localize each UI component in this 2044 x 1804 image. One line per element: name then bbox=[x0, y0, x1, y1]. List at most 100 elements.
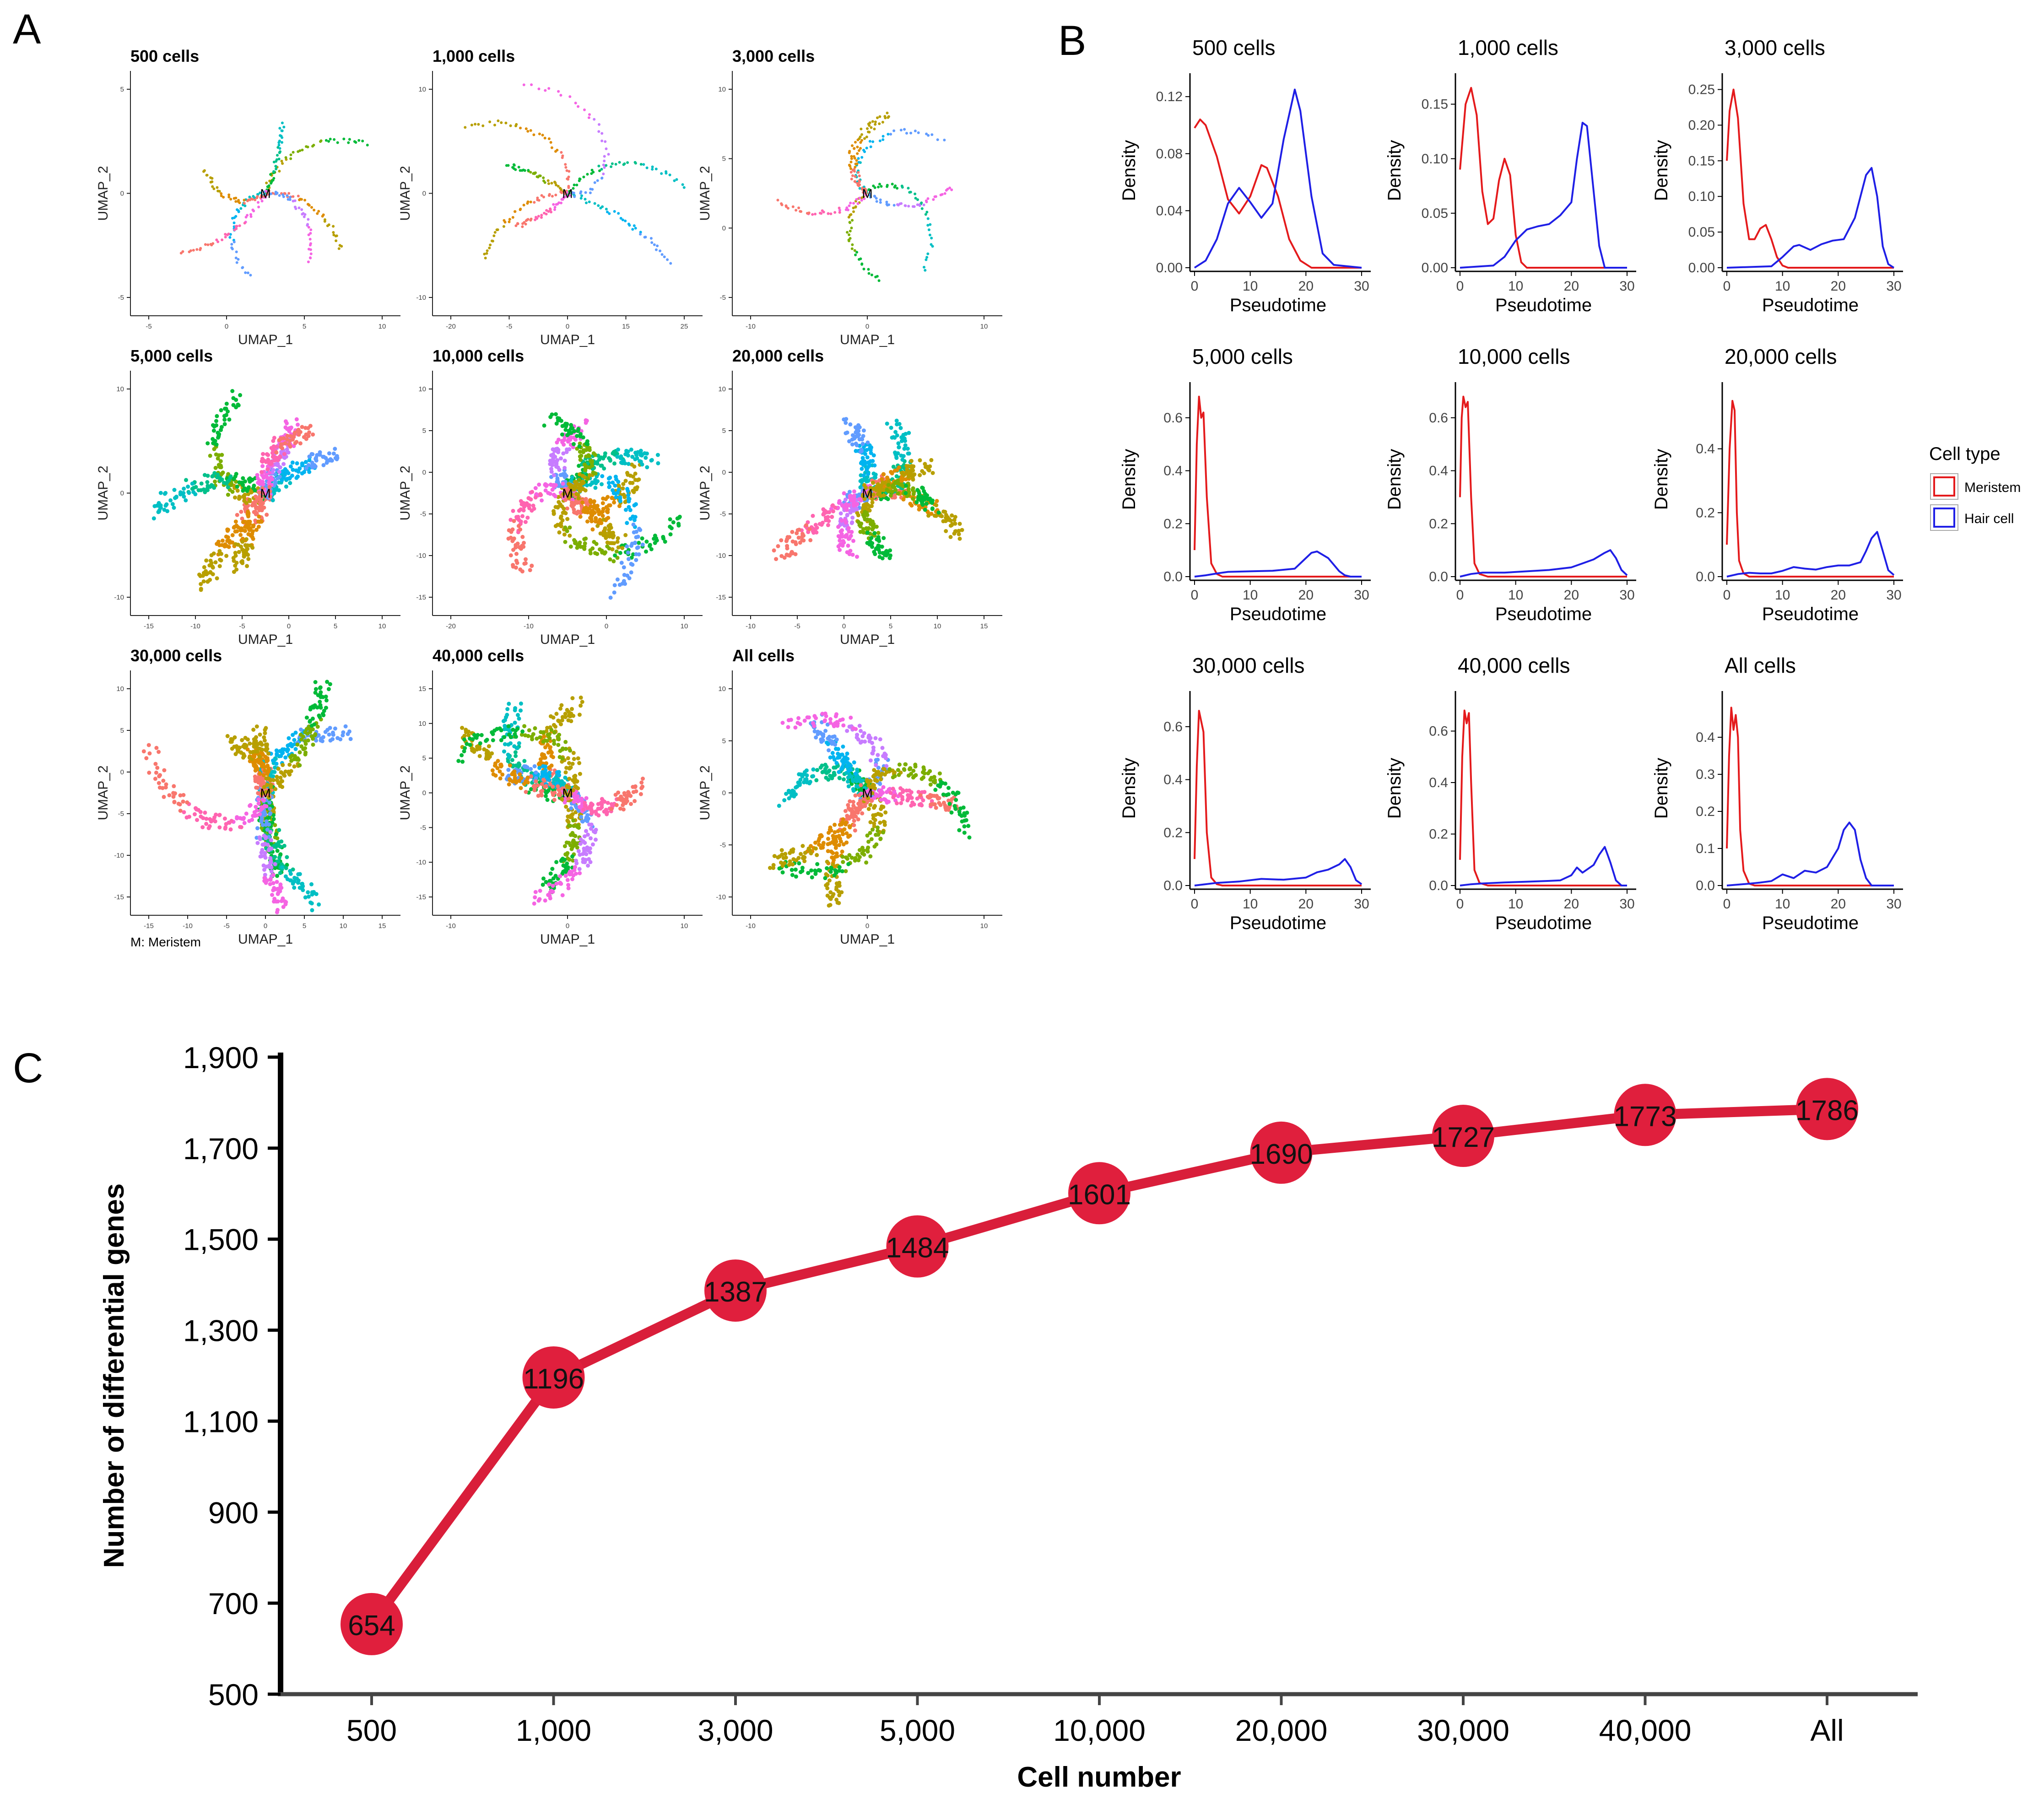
umap-point bbox=[623, 533, 628, 537]
umap-point bbox=[307, 218, 310, 221]
umap-point bbox=[930, 133, 934, 136]
umap-point bbox=[924, 269, 927, 272]
umap-point bbox=[155, 503, 159, 508]
umap-point bbox=[309, 252, 313, 255]
umap-point bbox=[814, 212, 817, 216]
umap-point bbox=[260, 854, 264, 859]
umap-y-tick-label: 10 bbox=[418, 385, 426, 393]
umap-point bbox=[904, 204, 907, 207]
umap-point bbox=[255, 826, 260, 831]
umap-point bbox=[581, 435, 585, 440]
umap-point bbox=[605, 147, 608, 151]
umap-point bbox=[681, 183, 684, 186]
umap-point bbox=[601, 518, 606, 522]
umap-point bbox=[545, 798, 550, 802]
umap-point bbox=[851, 219, 854, 222]
umap-point bbox=[297, 206, 301, 210]
umap-point bbox=[211, 428, 216, 433]
umap-point bbox=[541, 876, 546, 881]
umap-point bbox=[194, 485, 198, 489]
umap-point bbox=[228, 827, 233, 832]
umap-point bbox=[314, 687, 318, 691]
umap-point bbox=[596, 520, 600, 524]
umap-point bbox=[256, 497, 261, 501]
umap-point bbox=[853, 168, 856, 171]
umap-point bbox=[271, 817, 276, 821]
umap-point bbox=[547, 87, 551, 90]
umap-point bbox=[258, 772, 262, 776]
umap-point bbox=[281, 121, 284, 124]
umap-point bbox=[589, 191, 592, 194]
umap-point bbox=[851, 144, 854, 147]
umap-point bbox=[212, 447, 216, 451]
umap-point bbox=[513, 720, 517, 725]
umap-point bbox=[151, 516, 156, 521]
umap-point bbox=[571, 818, 576, 823]
umap-point bbox=[541, 134, 544, 137]
umap-point bbox=[190, 481, 195, 486]
umap-point bbox=[519, 701, 523, 706]
umap-point bbox=[905, 447, 910, 451]
umap-point bbox=[354, 141, 357, 144]
umap-point bbox=[624, 508, 628, 512]
umap-point bbox=[303, 460, 308, 464]
umap-point bbox=[260, 742, 264, 747]
umap-point bbox=[943, 192, 946, 195]
umap-point bbox=[199, 248, 202, 251]
umap-point bbox=[608, 557, 612, 562]
umap-point bbox=[854, 140, 857, 144]
umap-point bbox=[297, 750, 302, 755]
umap-point bbox=[878, 115, 881, 118]
umap-point bbox=[858, 174, 861, 178]
umap-point bbox=[226, 528, 230, 532]
umap-point bbox=[851, 174, 854, 177]
umap-point bbox=[277, 475, 282, 479]
umap-point bbox=[909, 131, 913, 135]
umap-point bbox=[860, 263, 864, 266]
umap-point bbox=[296, 422, 300, 427]
umap-point bbox=[911, 492, 916, 496]
umap-point bbox=[204, 558, 209, 563]
umap-point bbox=[856, 434, 860, 438]
umap-point bbox=[625, 544, 629, 549]
umap-point bbox=[284, 484, 288, 489]
umap-point bbox=[844, 508, 849, 512]
umap-point bbox=[860, 139, 863, 142]
umap-point bbox=[513, 750, 518, 755]
umap-point bbox=[260, 848, 265, 852]
umap-point bbox=[559, 190, 562, 194]
umap-point bbox=[271, 488, 276, 492]
umap-point bbox=[628, 508, 633, 513]
umap-point bbox=[178, 809, 183, 813]
umap-point bbox=[287, 762, 292, 767]
umap-point bbox=[602, 163, 605, 167]
umap-point bbox=[576, 496, 581, 501]
umap-point bbox=[575, 434, 579, 438]
umap-point bbox=[567, 175, 570, 178]
umap-point bbox=[264, 744, 269, 748]
umap-point bbox=[584, 441, 589, 446]
umap-point bbox=[600, 132, 604, 135]
umap-point bbox=[842, 540, 846, 545]
umap-point bbox=[660, 253, 664, 256]
umap-point bbox=[357, 139, 361, 142]
umap-point bbox=[598, 169, 601, 173]
umap-point bbox=[486, 249, 489, 252]
umap-point bbox=[583, 468, 588, 473]
umap-point bbox=[278, 775, 283, 780]
umap-point bbox=[854, 441, 858, 446]
umap-point bbox=[612, 461, 616, 466]
umap-point bbox=[957, 522, 962, 526]
umap-point bbox=[309, 248, 312, 251]
umap-point bbox=[893, 488, 898, 492]
umap-point bbox=[848, 422, 853, 427]
umap-point bbox=[594, 827, 598, 832]
umap-point bbox=[857, 425, 862, 430]
umap-point bbox=[288, 481, 292, 485]
umap-point bbox=[242, 496, 247, 500]
umap-point bbox=[639, 163, 643, 166]
umap-point bbox=[211, 441, 216, 445]
umap-point bbox=[582, 506, 587, 511]
umap-point bbox=[581, 545, 585, 549]
